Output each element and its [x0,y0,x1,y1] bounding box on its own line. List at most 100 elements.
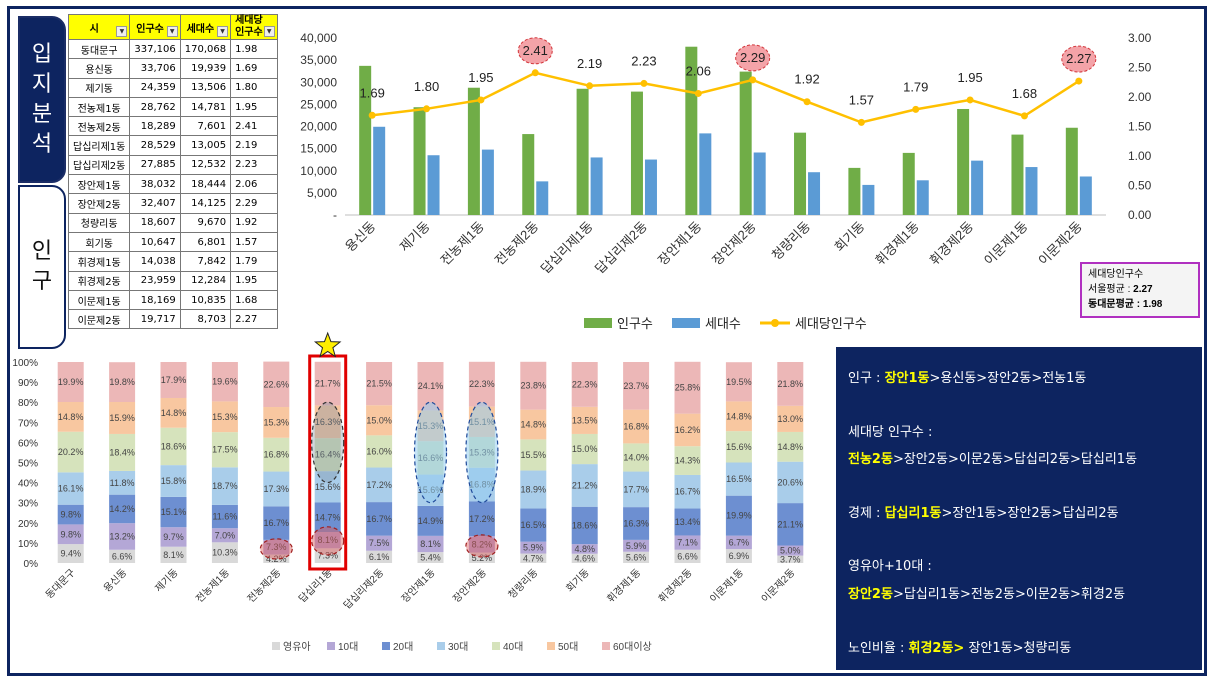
table-row: 답십리제1동 28,529 13,005 2.19 [67,135,278,156]
table-row: 이문제2동 19,717 8,703 2.27 [67,309,278,330]
table-header-label: 세대당 [235,15,263,26]
table-cell: 7,601 [179,116,232,137]
table-cell: 1.69 [230,58,278,79]
summary-highlight: 답십리1동 [884,506,942,521]
table-cell: 이문제1동 [67,289,131,311]
table-row: 이문제1동 18,169 10,835 1.68 [67,289,278,311]
table-cell: 10,835 [179,289,232,311]
table-header-2[interactable]: 세대수 ▼ [179,14,232,40]
table-cell: 2.29 [230,193,278,214]
table-cell: 1.57 [230,231,278,253]
table-cell: 2.41 [230,116,278,137]
table-cell: 10,647 [129,231,181,253]
table-row: 답십리제2동 27,885 12,532 2.23 [67,154,278,176]
table-cell: 33,706 [129,58,181,79]
table-cell: 제기동 [67,77,131,98]
table-cell: 1.79 [230,251,278,272]
table-cell: 1.98 [230,38,278,60]
filter-dropdown-icon[interactable]: ▼ [116,26,128,37]
summary-text: 영유아+10대 : [848,559,932,574]
table-cell: 6,801 [179,231,232,253]
summary-line: 인구 : 장안1동>용신동>장안2동>전농1동 [848,367,1086,386]
summary-highlight: 휘경2동> [908,641,965,656]
table-cell: 38,032 [129,174,181,195]
summary-line: 경제 : 답십리1동>장안1동>장안2동>답십리2동 [848,502,1119,521]
side-tab-1-char: 지 [31,71,53,97]
table-cell: 12,532 [179,154,232,176]
summary-text: >장안2동>이문2동>답십리2동>답십리1동 [892,452,1138,467]
table-cell: 장안제2동 [67,193,131,214]
table-cell: 휘경제1동 [67,251,131,272]
table-cell: 2.27 [230,309,278,330]
callout-ddm-value: 1.98 [1142,299,1163,310]
table-cell: 12,284 [179,270,232,291]
table-cell: 7,842 [179,251,232,272]
summary-text: >답십리1동>전농2동>이문2동>휘경2동 [892,587,1126,602]
summary-line: 세대당 인구수 : [848,421,932,440]
table-cell: 13,005 [179,135,232,156]
summary-text: >용신동>장안2동>전농1동 [929,371,1087,386]
table-cell: 9,670 [179,212,232,233]
table-cell: 회기동 [67,231,131,253]
table-cell: 14,038 [129,251,181,272]
table-header-label: 인구수 [136,23,164,35]
table-row: 휘경제1동 14,038 7,842 1.79 [67,251,278,272]
table-header-0[interactable]: 시 ▼ [67,14,131,40]
table-cell: 1.95 [230,96,278,118]
table-cell: 18,289 [129,116,181,137]
table-cell: 14,125 [179,193,232,214]
summary-highlight: 장안2동 [848,587,893,602]
table-cell: 전농제2동 [67,116,131,137]
table-cell: 이문제2동 [67,309,131,330]
table-cell: 27,885 [129,154,181,176]
side-tab-1-char: 석 [31,131,53,157]
summary-highlight: 전농2동 [848,452,893,467]
table-header-label: 인구수 [235,27,263,38]
summary-text: 노인비율 : [848,641,909,656]
table-cell: 13,506 [179,77,232,98]
summary-line: 노인비율 : 휘경2동> 장안1동>청량리동 [848,637,1071,656]
table-cell: 28,762 [129,96,181,118]
table-cell: 19,717 [129,309,181,330]
table-row: 제기동 24,359 13,506 1.80 [67,77,278,98]
callout-ddm-label: 동대문평균 : [1088,299,1143,310]
table-cell: 청량리동 [67,212,131,233]
table-row: 전농제1동 28,762 14,781 1.95 [67,96,278,118]
summary-text: 세대당 인구수 : [848,425,933,440]
summary-line: 전농2동>장안2동>이문2동>답십리2동>답십리1동 [848,448,1137,467]
table-cell: 28,529 [129,135,181,156]
table-cell: 8,703 [179,309,232,330]
table-cell: 1.95 [230,270,278,291]
table-header-3[interactable]: 세대당 인구수 ▼ [230,14,278,40]
table-cell: 18,607 [129,212,181,233]
filter-dropdown-icon[interactable]: ▼ [166,26,178,37]
table-cell: 2.23 [230,154,278,176]
table-row: 장안제1동 38,032 18,444 2.06 [67,174,278,195]
table-row: 전농제2동 18,289 7,601 2.41 [67,116,278,137]
callout-title: 세대당인구수 [1088,269,1144,280]
table-row: 용신동 33,706 19,939 1.69 [67,58,278,79]
table-row: 회기동 10,647 6,801 1.57 [67,231,278,253]
table-cell: 1.92 [230,212,278,233]
summary-text: 인구 : [848,371,885,386]
table-header-label: 세대수 [186,23,215,35]
table-cell: 32,407 [129,193,181,214]
table-cell: 2.19 [230,135,278,156]
summary-line: 영유아+10대 : [848,555,932,574]
table-cell: 14,781 [179,96,232,118]
table-cell: 전농제1동 [67,96,131,118]
table-row: 동대문구 337,106 170,068 1.98 [67,38,278,60]
filter-dropdown-icon[interactable]: ▼ [217,26,229,37]
table-cell: 23,959 [129,270,181,291]
side-tab-2-char: 구 [31,269,53,294]
table-cell: 2.06 [230,174,278,195]
table-cell: 1.80 [230,77,278,98]
callout-seoul-label: 서울평균 : [1088,284,1134,295]
table-header-1[interactable]: 인구수 ▼ [129,14,181,40]
filter-dropdown-icon[interactable]: ▼ [263,26,275,37]
table-row: 휘경제2동 23,959 12,284 1.95 [67,270,278,291]
table-cell: 18,444 [179,174,232,195]
table-cell: 1.68 [230,289,278,311]
